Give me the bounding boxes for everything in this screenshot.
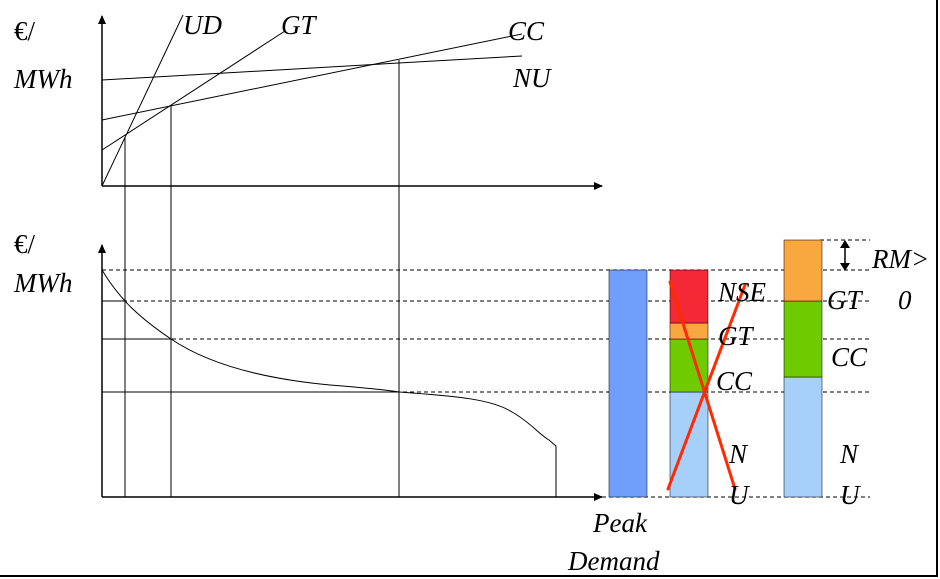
bar2-label-nu-line1: N xyxy=(729,439,748,469)
top-chart xyxy=(98,14,603,497)
bar3-label-gt: GT xyxy=(827,285,862,315)
ud-cost-line xyxy=(101,14,184,187)
peak-demand-label-line2: Demand xyxy=(568,546,660,576)
peak-demand-label-line1: Peak xyxy=(593,508,647,538)
bottom-y-unit-line1: €/ xyxy=(14,229,36,259)
bar2-label-nse: NSE xyxy=(718,277,767,307)
bars xyxy=(608,239,850,498)
bar3-nu xyxy=(783,376,823,498)
bar3-label-rm-line2: 0 xyxy=(898,285,912,315)
bar2-gt xyxy=(669,322,709,340)
bar2-nse xyxy=(669,269,709,324)
bar2-label-cc: CC xyxy=(716,366,753,396)
gt-cost-line xyxy=(101,30,286,151)
top-y-unit-line2: MWh xyxy=(14,64,73,94)
label-cc-top: CC xyxy=(508,16,545,46)
bar3-gt xyxy=(783,239,823,302)
label-gt-top: GT xyxy=(281,10,316,40)
bar3-cc xyxy=(783,300,823,378)
cross-out-mark xyxy=(666,280,747,491)
peak-demand-bar xyxy=(608,269,648,498)
nu-cost-line xyxy=(101,55,523,81)
reserve-margin-arrow xyxy=(840,240,850,271)
bar2-nu xyxy=(669,391,709,498)
top-y-unit-line1: €/ xyxy=(14,16,36,46)
bottom-chart xyxy=(98,239,870,501)
bar3-label-nu-line2: U xyxy=(840,480,860,510)
cc-cost-line xyxy=(101,33,523,121)
load-duration-curve xyxy=(101,269,557,497)
bar3-label-rm-line1: RM> xyxy=(872,244,930,274)
bottom-y-unit-line2: MWh xyxy=(14,268,73,298)
bar2-label-gt: GT xyxy=(718,321,753,351)
bar3-label-cc: CC xyxy=(831,342,868,372)
label-ud: UD xyxy=(183,10,222,40)
label-nu-top: NU xyxy=(513,63,551,93)
bar2-label-nu-line2: U xyxy=(729,480,749,510)
bar3-label-nu-line1: N xyxy=(840,439,859,469)
